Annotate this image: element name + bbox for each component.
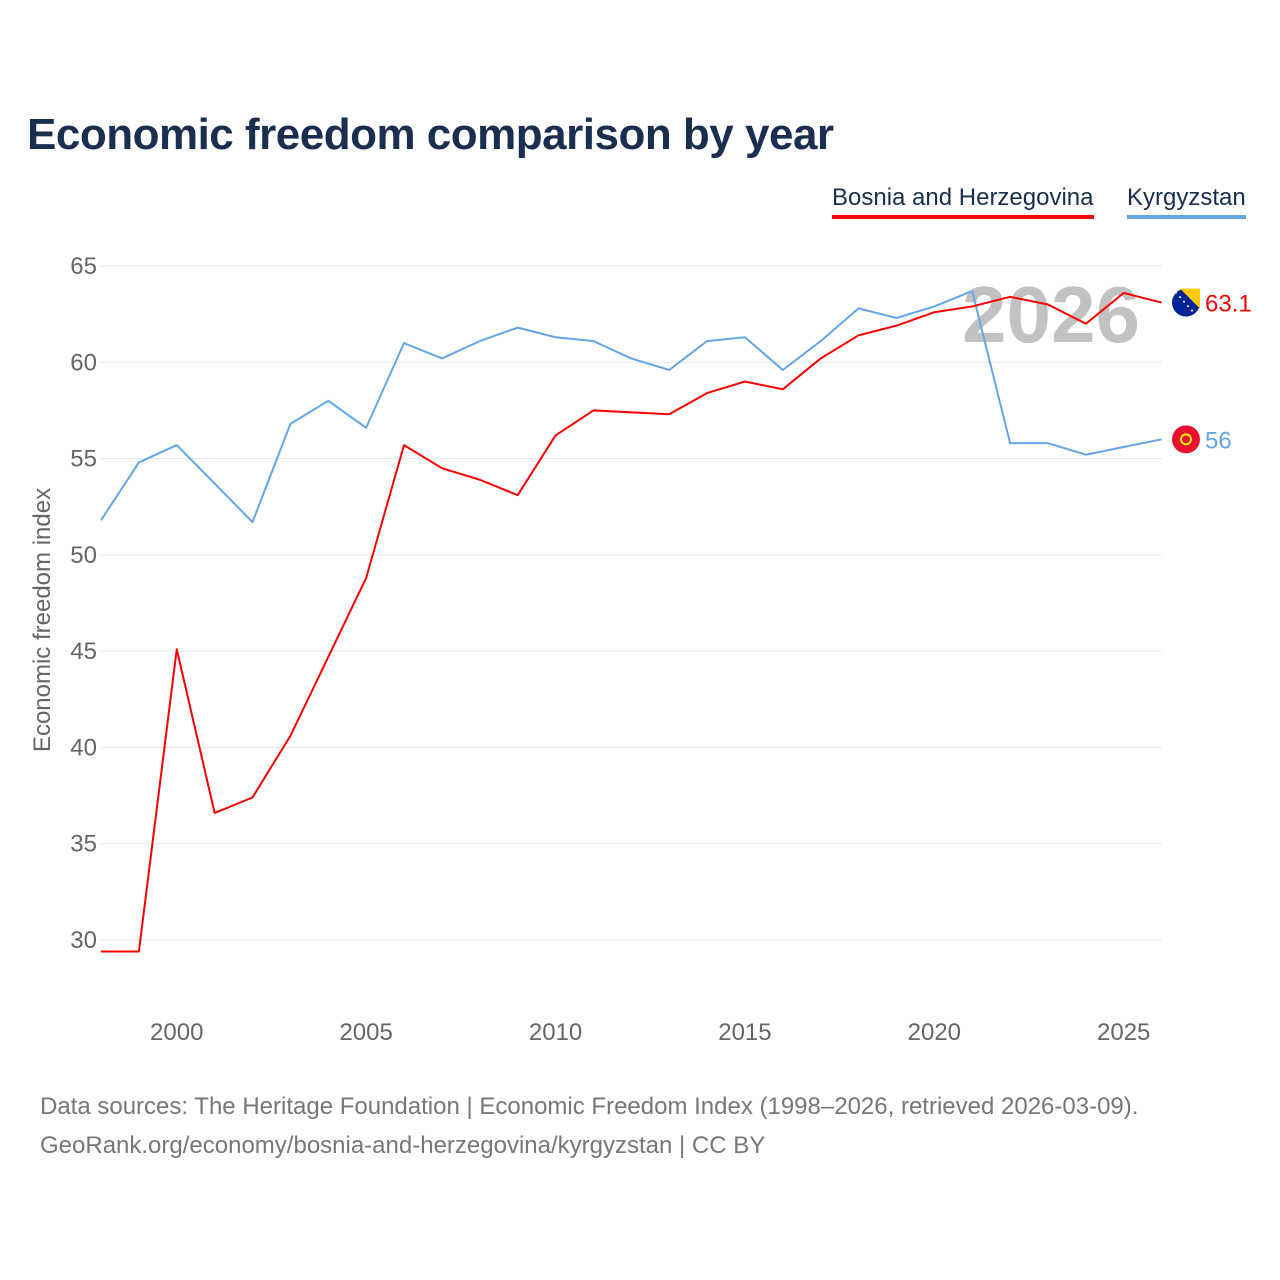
- data-point-kyrgyzstan: [250, 519, 256, 525]
- data-point-bosnia: [1159, 300, 1165, 306]
- legend-item-kyrgyzstan[interactable]: Kyrgyzstan: [1127, 184, 1246, 219]
- data-point-kyrgyzstan: [98, 517, 104, 523]
- data-point-bosnia: [553, 432, 559, 438]
- source-note: Data sources: The Heritage Foundation | …: [40, 1087, 1138, 1165]
- data-point-kyrgyzstan: [704, 338, 710, 344]
- data-point-kyrgyzstan: [590, 338, 596, 344]
- data-point-bosnia: [250, 794, 256, 800]
- chart-title: Economic freedom comparison by year: [27, 110, 834, 159]
- data-point-bosnia: [666, 411, 672, 417]
- data-point-bosnia: [818, 355, 824, 361]
- data-point-kyrgyzstan: [780, 367, 786, 373]
- data-point-bosnia: [174, 646, 180, 652]
- flag-bg: [1172, 425, 1200, 454]
- x-tick-label: 2010: [529, 1019, 582, 1046]
- y-tick-label: 55: [70, 446, 97, 473]
- data-point-kyrgyzstan: [174, 442, 180, 448]
- data-point-bosnia: [742, 379, 748, 385]
- data-point-kyrgyzstan: [856, 305, 862, 311]
- data-point-bosnia: [98, 949, 104, 955]
- data-point-bosnia: [628, 409, 634, 415]
- data-point-kyrgyzstan: [666, 367, 672, 373]
- data-point-kyrgyzstan: [477, 338, 483, 344]
- x-tick-label: 2005: [339, 1019, 392, 1046]
- flag-star: [1179, 296, 1181, 299]
- flag-star: [1191, 309, 1193, 312]
- x-tick-label: 2025: [1097, 1019, 1150, 1046]
- data-point-kyrgyzstan: [1083, 452, 1089, 458]
- data-point-bosnia: [1007, 294, 1013, 300]
- data-point-bosnia: [1121, 290, 1127, 296]
- data-point-bosnia: [136, 949, 142, 955]
- data-point-kyrgyzstan: [742, 334, 748, 340]
- data-point-bosnia: [401, 442, 407, 448]
- data-point-bosnia: [893, 323, 899, 329]
- flag-triangle: [1180, 288, 1200, 309]
- x-tick-label: 2020: [908, 1019, 961, 1046]
- data-point-kyrgyzstan: [818, 338, 824, 344]
- data-point-kyrgyzstan: [287, 421, 293, 427]
- data-point-kyrgyzstan: [401, 340, 407, 346]
- source-line: Data sources: The Heritage Foundation | …: [40, 1093, 1139, 1120]
- data-point-kyrgyzstan: [325, 398, 331, 404]
- y-tick-label: 60: [70, 349, 97, 376]
- data-point-kyrgyzstan: [136, 459, 142, 465]
- y-axis-label: Economic freedom index: [29, 488, 56, 752]
- x-tick-label: 2015: [718, 1019, 771, 1046]
- data-point-kyrgyzstan: [1007, 440, 1013, 446]
- flag-bosnia-icon: [1172, 288, 1200, 317]
- data-point-bosnia: [477, 477, 483, 483]
- data-point-bosnia: [704, 390, 710, 396]
- flag-star: [1187, 305, 1189, 308]
- data-point-bosnia: [969, 303, 975, 309]
- data-point-kyrgyzstan: [515, 325, 521, 331]
- end-label-kyrgyzstan: 56: [1205, 427, 1232, 454]
- year-watermark: 2026: [962, 270, 1140, 359]
- data-point-kyrgyzstan: [553, 334, 559, 340]
- data-point-bosnia: [325, 654, 331, 660]
- data-point-kyrgyzstan: [1159, 436, 1165, 442]
- data-point-kyrgyzstan: [1045, 440, 1051, 446]
- data-point-bosnia: [439, 465, 445, 471]
- legend-item-bosnia[interactable]: Bosnia and Herzegovina: [832, 184, 1094, 219]
- data-point-bosnia: [287, 733, 293, 739]
- x-tick-label: 2000: [150, 1019, 203, 1046]
- end-label-bosnia: 63.1: [1205, 291, 1252, 318]
- series-line-bosnia: [101, 291, 1162, 953]
- data-point-kyrgyzstan: [969, 288, 975, 294]
- data-point-bosnia: [931, 309, 937, 315]
- data-point-bosnia: [590, 407, 596, 413]
- data-point-kyrgyzstan: [931, 303, 937, 309]
- data-point-bosnia: [363, 575, 369, 581]
- data-point-bosnia: [1083, 321, 1089, 327]
- y-tick-label: 45: [70, 638, 97, 665]
- series-line-kyrgyzstan: [100, 290, 1162, 524]
- data-point-bosnia: [212, 810, 218, 816]
- y-tick-label: 40: [70, 734, 97, 761]
- data-point-kyrgyzstan: [212, 481, 218, 487]
- y-tick-label: 30: [70, 927, 97, 954]
- flag-star: [1183, 300, 1185, 303]
- data-point-kyrgyzstan: [628, 355, 634, 361]
- data-point-kyrgyzstan: [1121, 444, 1127, 450]
- flag-kyrgyzstan-icon: [1172, 425, 1200, 454]
- data-point-bosnia: [1045, 302, 1051, 308]
- y-tick-label: 50: [70, 542, 97, 569]
- data-point-bosnia: [515, 492, 521, 498]
- flag-star: [1175, 291, 1177, 294]
- y-tick-label: 65: [70, 253, 97, 280]
- data-point-kyrgyzstan: [363, 425, 369, 431]
- data-point-bosnia: [856, 332, 862, 338]
- data-point-bosnia: [780, 386, 786, 392]
- flag-sun: [1180, 433, 1192, 446]
- url-line: GeoRank.org/economy/bosnia-and-herzegovi…: [40, 1132, 766, 1159]
- y-tick-label: 35: [70, 831, 97, 858]
- data-point-kyrgyzstan: [893, 315, 899, 321]
- data-point-kyrgyzstan: [439, 355, 445, 361]
